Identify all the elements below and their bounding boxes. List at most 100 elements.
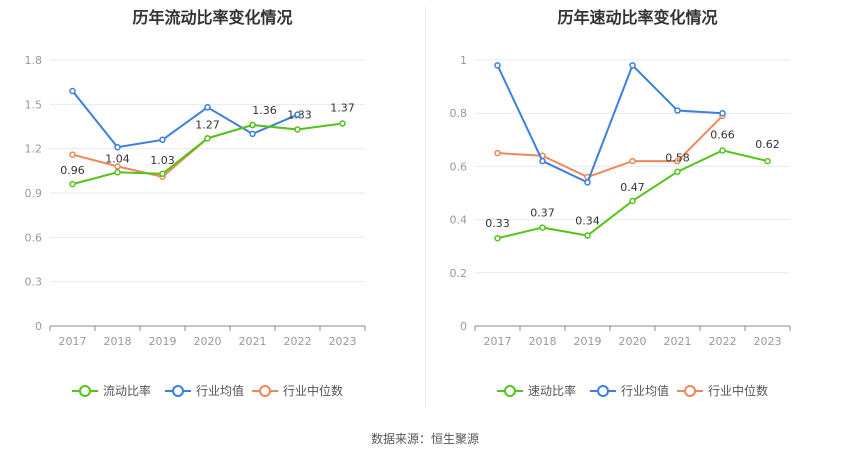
- legend-marker-icon: [259, 385, 271, 397]
- main-series-point: [539, 224, 546, 231]
- quick-ratio-chart: 历年速动比率变化情况 0 0.2 0.4 0.6 0.8 1 2017 2018 2019 202…: [425, 0, 850, 420]
- industry-average-point: [584, 179, 591, 186]
- quick-ratio-plot: 0 0.2 0.4 0.6 0.8 1 2017 2018 2019 2020 2021 2022 20…: [450, 54, 791, 398]
- industry-median-point: [494, 149, 501, 157]
- data-source-note: 数据来源：恒生聚源: [370, 432, 479, 446]
- data-label: 0.58: [665, 152, 690, 165]
- x-tick-label: 2019: [149, 335, 177, 348]
- y-tick-label: 1.2: [25, 143, 43, 156]
- chart-title: 历年速动比率变化情况: [557, 8, 718, 27]
- legend-marker-icon: [597, 385, 609, 397]
- legend-label: 行业均值: [196, 383, 244, 398]
- legend-marker-icon: [504, 385, 516, 397]
- main-series-line: [69, 120, 346, 188]
- industry-average-point: [204, 104, 211, 111]
- industry-average-point: [629, 62, 636, 69]
- legend-marker-icon: [79, 385, 91, 397]
- legend-label: 速动比率: [528, 383, 576, 398]
- y-tick-label: 0.8: [450, 107, 468, 120]
- x-tick-label: 2023: [754, 335, 782, 348]
- y-tick-label: 1.8: [25, 54, 43, 67]
- y-tick-label: 0.3: [25, 276, 43, 289]
- legend-label: 流动比率: [103, 383, 151, 398]
- y-tick-label: 0.9: [25, 187, 43, 200]
- legend-marker-icon: [684, 385, 696, 397]
- legend-label: 行业均值: [621, 383, 669, 398]
- x-tick-label: 2021: [664, 335, 692, 348]
- data-label: 1.04: [105, 152, 130, 165]
- data-label: 1.03: [150, 154, 175, 167]
- legend-item-industry-median[interactable]: 行业中位数: [677, 383, 768, 398]
- legend-item-industry-average[interactable]: 行业均值: [165, 383, 244, 398]
- data-label: 0.62: [755, 138, 780, 151]
- data-label: 0.34: [575, 215, 600, 228]
- legend-item-industry-average[interactable]: 行业均值: [590, 383, 669, 398]
- panel-divider: [425, 6, 426, 408]
- industry-average-point: [719, 109, 726, 117]
- x-tick-label: 2022: [709, 335, 737, 348]
- industry-average-path: [496, 63, 723, 184]
- main-series-point: [764, 157, 771, 165]
- industry-average-point: [159, 136, 166, 144]
- current-ratio-plot: 0 0.3 0.6 0.9 1.2 1.5 1.8 2017 2018 2019 2020 2021 2…: [25, 54, 366, 398]
- y-tick-label: 0.2: [450, 267, 468, 280]
- industry-median-point: [69, 151, 76, 158]
- legend-label: 行业中位数: [283, 383, 343, 398]
- x-tick-label: 2022: [284, 335, 312, 348]
- y-tick-label: 0.6: [450, 160, 468, 173]
- main-series-point: [69, 180, 76, 188]
- legend-marker-icon: [172, 385, 184, 397]
- data-label: 1.37: [330, 102, 355, 115]
- main-series-point: [339, 120, 346, 127]
- legend-label: 行业中位数: [708, 383, 768, 398]
- main-series-point: [159, 170, 166, 178]
- industry-average-point: [674, 107, 681, 114]
- x-tick-label: 2018: [104, 335, 132, 348]
- x-tick-label: 2019: [574, 335, 602, 348]
- data-label: 0.66: [710, 128, 735, 141]
- main-series-point: [674, 168, 681, 175]
- industry-average-point: [69, 87, 76, 95]
- main-series-point: [204, 135, 211, 142]
- industry-average-point: [494, 62, 501, 69]
- main-series-point: [719, 147, 726, 154]
- y-tick-label: 0.4: [450, 214, 468, 227]
- main-series-line: [494, 147, 771, 242]
- x-tick-label: 2018: [529, 335, 557, 348]
- main-series-point: [249, 121, 256, 129]
- x-tick-label: 2017: [484, 335, 512, 348]
- industry-average-line: [494, 62, 726, 186]
- industry-average-line: [69, 87, 301, 151]
- x-tick-label: 2023: [329, 335, 357, 348]
- legend-item-main-series[interactable]: 速动比率: [497, 383, 576, 398]
- industry-median-path: [497, 115, 724, 179]
- industry-average-path: [71, 90, 298, 149]
- data-label: 0.47: [620, 181, 645, 194]
- y-tick-label: 0: [35, 320, 42, 333]
- data-label: 1.33: [287, 108, 312, 121]
- legend-item-industry-median[interactable]: 行业中位数: [252, 383, 343, 398]
- data-label: 0.33: [485, 217, 510, 230]
- industry-average-point: [294, 111, 301, 118]
- current-ratio-chart: 历年流动比率变化情况 0 0.3 0.6 0.9 1.2 1.5 1.8 2017 2018 20…: [0, 0, 425, 420]
- x-tick-label: 2020: [619, 335, 647, 348]
- industry-median-point: [629, 157, 636, 165]
- x-tick-label: 2017: [59, 335, 87, 348]
- main-series-point: [294, 126, 301, 133]
- chart-title: 历年流动比率变化情况: [132, 8, 293, 27]
- main-series-point: [584, 232, 591, 239]
- main-series-point: [114, 169, 121, 176]
- data-label: 0.96: [60, 164, 85, 177]
- y-tick-label: 1.5: [25, 98, 43, 111]
- y-tick-label: 1: [460, 54, 467, 67]
- data-label: 1.36: [252, 104, 277, 117]
- industry-median-point: [114, 163, 121, 170]
- y-tick-label: 0: [460, 320, 467, 333]
- industry-average-point: [539, 157, 546, 165]
- y-tick-label: 0.6: [25, 231, 43, 244]
- main-series-point: [494, 234, 501, 242]
- x-tick-label: 2021: [239, 335, 267, 348]
- main-series-point: [629, 197, 636, 205]
- industry-average-point: [114, 143, 121, 151]
- legend-item-main-series[interactable]: 流动比率: [72, 383, 151, 398]
